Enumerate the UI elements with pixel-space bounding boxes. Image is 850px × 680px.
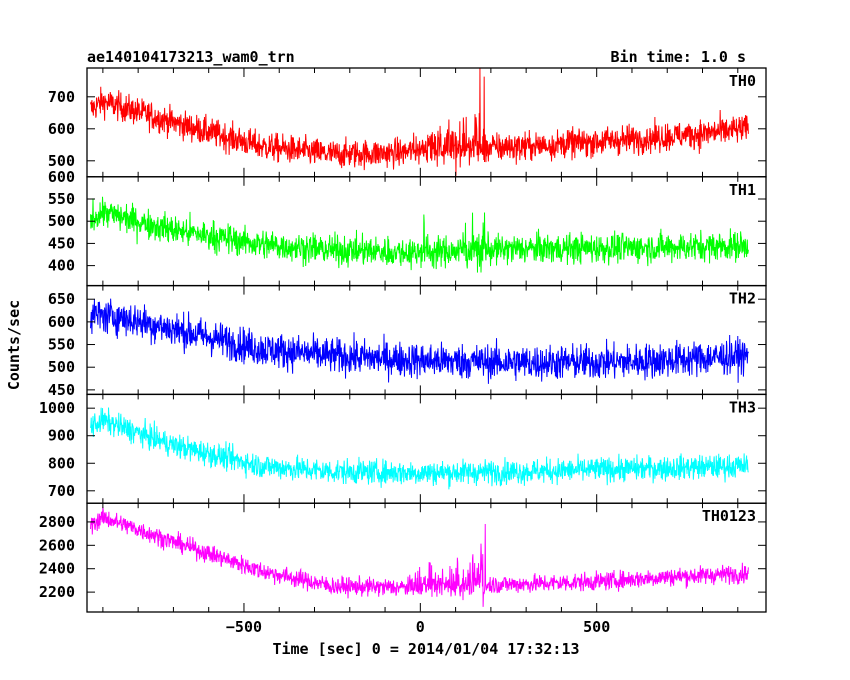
y-tick-label: 650 bbox=[48, 290, 75, 308]
series-line-th0 bbox=[90, 68, 749, 176]
series-line-th3 bbox=[90, 407, 749, 490]
y-tick-label: 2200 bbox=[39, 583, 75, 601]
y-tick-label: 800 bbox=[48, 454, 75, 472]
panel-th2: 450 500 550 600 650 TH2 bbox=[48, 284, 767, 399]
y-tick-label: 500 bbox=[48, 152, 75, 170]
series-line-th2 bbox=[90, 298, 749, 384]
x-tick-label: 500 bbox=[583, 618, 610, 636]
panel-frame bbox=[86, 502, 767, 613]
bin-time-label: Bin time: 1.0 s bbox=[611, 48, 746, 66]
y-tick-label: 500 bbox=[48, 358, 75, 376]
y-tick-label: 2800 bbox=[39, 513, 75, 531]
y-tick-label: 2600 bbox=[39, 536, 75, 554]
series-line-th1 bbox=[90, 196, 749, 273]
y-tick-label: 2400 bbox=[39, 560, 75, 578]
panel-th3: 700 800 900 1000 TH3 bbox=[39, 393, 767, 504]
y-axis-label: Counts/sec bbox=[5, 300, 23, 390]
y-tick-label: 500 bbox=[48, 212, 75, 230]
panel-frame bbox=[86, 284, 767, 396]
panels-group: 500600700TH0400450500550600TH14505005506… bbox=[39, 67, 767, 636]
y-tick-label: 550 bbox=[48, 336, 75, 354]
panel-label-th1: TH1 bbox=[729, 181, 756, 199]
x-axis-label: Time [sec] 0 = 2014/01/04 17:32:13 bbox=[272, 640, 579, 658]
y-tick-label: 700 bbox=[48, 88, 75, 106]
y-tick-label: 600 bbox=[48, 168, 75, 186]
panel-frame bbox=[86, 393, 767, 504]
series-line-th0123 bbox=[90, 506, 749, 607]
panel-label-th2: TH2 bbox=[729, 290, 756, 308]
y-tick-label: 700 bbox=[48, 482, 75, 500]
x-tick-label: −500 bbox=[226, 618, 262, 636]
y-tick-label: 450 bbox=[48, 234, 75, 252]
chart-title: ae140104173213_wam0_trn bbox=[87, 48, 295, 66]
panel-label-th0123: TH0123 bbox=[702, 507, 756, 525]
y-tick-label: 900 bbox=[48, 427, 75, 445]
y-tick-label: 1000 bbox=[39, 399, 75, 417]
y-tick-label: 600 bbox=[48, 313, 75, 331]
panel-label-th3: TH3 bbox=[729, 398, 756, 416]
panel-th0: 500 600 700 TH0 bbox=[48, 67, 767, 178]
y-tick-label: 400 bbox=[48, 257, 75, 275]
x-tick-label: 0 bbox=[416, 618, 425, 636]
y-tick-label: 600 bbox=[48, 120, 75, 138]
panel-th1: 400 450 500 550 600 TH1 bbox=[48, 168, 767, 287]
panel-th0123: 2200 2400 2600 2800 TH0123 bbox=[39, 502, 767, 613]
y-tick-label: 450 bbox=[48, 381, 75, 399]
y-tick-label: 550 bbox=[48, 190, 75, 208]
panel-label-th0: TH0 bbox=[729, 72, 756, 90]
